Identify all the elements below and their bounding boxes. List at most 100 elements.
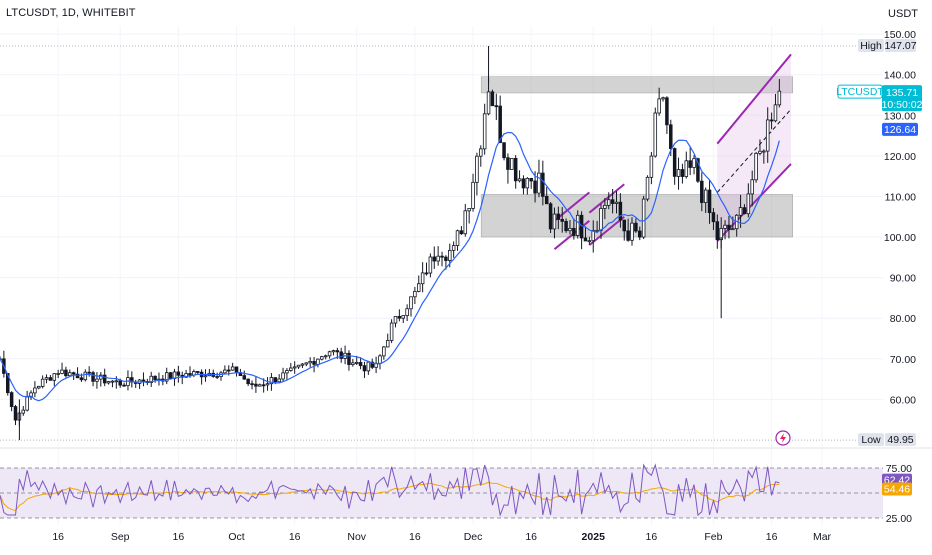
channel-upper (553, 191, 590, 222)
candle-body (665, 97, 669, 126)
candle-body (510, 157, 514, 170)
candle-body (459, 230, 464, 235)
candle-body (21, 409, 26, 414)
candle-body (754, 152, 758, 181)
candle-body (498, 105, 502, 144)
rsi-ma-value-badge-text: 54.46 (884, 484, 910, 496)
candle-body (711, 212, 716, 223)
candle-body (168, 372, 173, 379)
candle-body (544, 195, 549, 205)
candle-body (223, 369, 227, 374)
low-label-badge: Low (858, 433, 884, 447)
candle-body (432, 256, 437, 262)
candle-body (79, 377, 84, 381)
candle-body (684, 160, 689, 177)
candle-body (742, 207, 747, 215)
candle-body (320, 356, 324, 360)
axes: 150.00 140.00 130.00 120.00 110.00 100.00 90.0… (52, 29, 916, 543)
high-value-badge: 147.07 (884, 39, 917, 53)
candle-body (727, 224, 731, 231)
candle-body (777, 90, 782, 106)
candle-body (327, 351, 332, 357)
time-tick-label: Nov (347, 531, 366, 543)
candle-body (575, 214, 580, 236)
candle-body (513, 157, 518, 182)
candle-body (440, 255, 444, 258)
candle-body (773, 104, 778, 122)
candle-body (13, 406, 18, 421)
last-price-text: 135.71 (886, 87, 918, 99)
candle-body (378, 355, 382, 364)
candle-body (715, 221, 720, 241)
rsi-tick-label: 25.00 (886, 513, 912, 525)
candle-body (700, 180, 704, 203)
candle-body (762, 150, 766, 153)
candle-body (25, 396, 29, 411)
candle-body (215, 376, 219, 378)
ma-line-path (0, 131, 780, 402)
candle-body (486, 91, 491, 115)
candle-body (641, 198, 646, 238)
candle-body (560, 219, 564, 222)
candle-body (87, 371, 91, 374)
candle-body (230, 366, 235, 371)
grid (0, 26, 932, 525)
candle-body (634, 222, 638, 232)
channel-mid (716, 108, 792, 193)
candle-body (467, 208, 471, 212)
candle-body (692, 158, 696, 168)
candle-body (572, 227, 576, 236)
countdown-text: 10:50:02 (882, 99, 923, 111)
candle-body (548, 203, 553, 230)
candle-body (347, 352, 351, 365)
candle-body (285, 370, 289, 374)
candle-body (335, 350, 340, 353)
rsi-line (0, 463, 780, 517)
time-tick-label: 16 (525, 531, 537, 543)
candle-body (455, 230, 460, 246)
candle-body (537, 172, 541, 194)
price-tick-label: 140.00 (884, 70, 916, 82)
candle-body (587, 240, 592, 243)
high-label-badge-bg (858, 39, 884, 53)
candle-body (130, 377, 134, 383)
candle-body (769, 119, 774, 122)
candle-body (242, 375, 247, 380)
candle-body (428, 256, 433, 274)
candle-body (91, 372, 95, 382)
time-tick-label: Oct (228, 531, 244, 543)
candle-body (738, 207, 743, 216)
time-tick-label: Sep (111, 531, 130, 543)
candle-body (184, 373, 188, 378)
candle-body (9, 392, 14, 407)
candle-body (448, 249, 452, 261)
time-tick-label: 16 (173, 531, 185, 543)
candle-body (44, 377, 49, 380)
candle-body (746, 193, 751, 215)
candle-body (502, 142, 506, 159)
candle-body (254, 383, 258, 387)
candle-body (382, 346, 386, 357)
candle-body (731, 228, 735, 231)
candle-body (323, 355, 328, 358)
candle-body (277, 378, 281, 383)
time-tick-label: Feb (704, 531, 722, 543)
candle-body (246, 378, 250, 385)
price-tick-label: 70.00 (890, 354, 916, 366)
candle-body (506, 157, 510, 170)
candle-body (494, 105, 499, 108)
candle-body (626, 230, 630, 241)
high-label-badge: High (858, 39, 884, 53)
price-tick-label: 110.00 (885, 191, 916, 203)
low-value-badge-bg (885, 433, 916, 447)
low-label-badge-bg (858, 433, 884, 447)
symbol-badge: LTCUSDT (836, 85, 884, 99)
chart-title: LTCUSDT, 1D, WHITEBIT (6, 7, 136, 19)
candle-body (680, 169, 685, 177)
candle-body (591, 230, 595, 242)
candle-body (409, 296, 413, 310)
candle-body (758, 150, 762, 154)
